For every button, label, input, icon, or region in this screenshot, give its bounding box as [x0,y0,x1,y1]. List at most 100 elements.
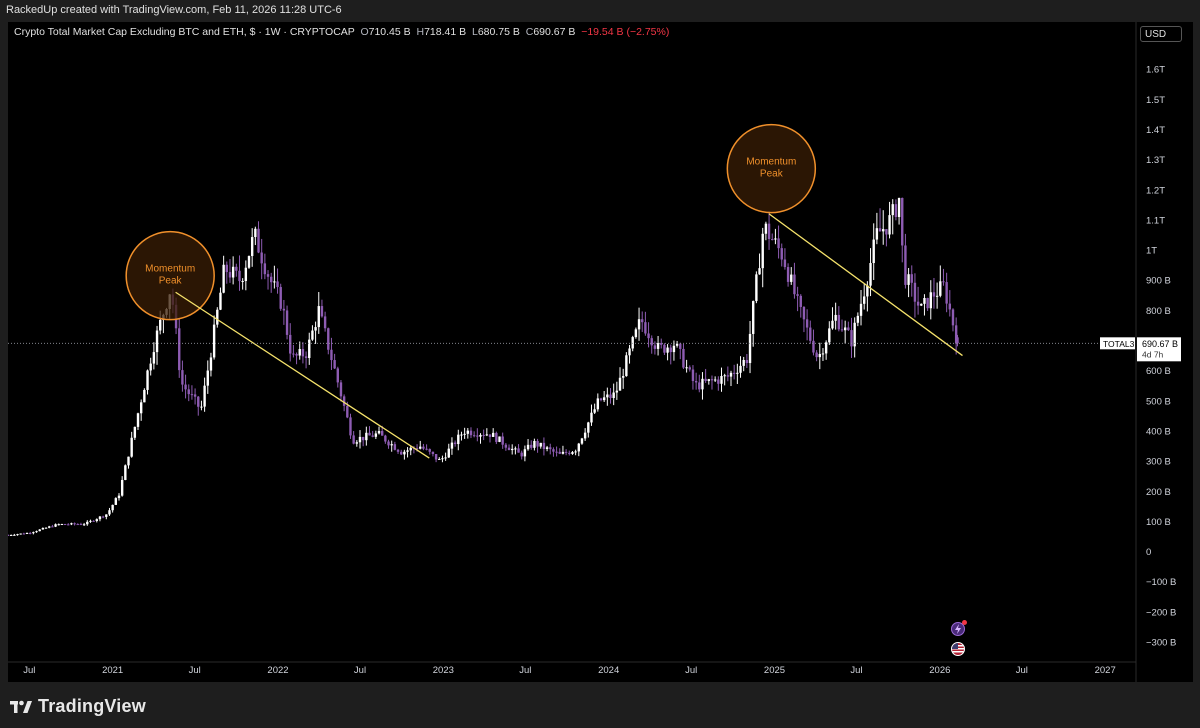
candle-267 [853,317,856,358]
candle-body [698,382,701,390]
candle-body [238,270,241,282]
candle-body [752,301,755,334]
symbol-badge-text: TOTAL3 [1103,339,1135,349]
candle-286 [913,273,917,318]
candle-body [498,436,501,442]
candle-127 [409,445,412,456]
y-tick-label: 200 B [1146,487,1171,498]
candle-78 [254,226,257,246]
candle-body [133,426,137,438]
candle-158 [507,444,511,451]
candle-body [361,436,365,441]
candle-29 [98,515,102,522]
candle-body [184,384,187,390]
candle-56 [184,374,187,399]
candle-body [89,520,92,522]
x-tick-label: Jul [685,665,697,676]
candle-218 [698,374,701,393]
candle-236 [755,271,758,304]
candle-body [425,448,428,450]
candle-269 [859,289,863,326]
candle-body [419,446,422,449]
candle-body [932,292,936,297]
candle-292 [932,277,936,309]
candle-68 [222,255,225,294]
candle-277 [885,228,888,247]
candle-297 [948,290,952,317]
candle-159 [511,444,514,455]
candle-body [956,337,959,344]
symbol-title[interactable]: Crypto Total Market Cap Excluding BTC an… [14,26,355,38]
candle-161 [517,444,520,453]
candle-body [904,245,907,285]
candle-body [590,412,593,423]
candle-31 [105,514,108,520]
candle-body [901,197,904,246]
candle-8 [32,531,35,535]
candle-174 [558,448,561,455]
candle-169 [542,437,546,456]
candle-20 [70,522,73,526]
candle-117 [377,426,381,435]
candle-body [660,343,663,345]
candle-body [101,516,105,518]
candle-body [840,329,844,331]
candle-261 [834,302,837,330]
candle-225 [720,367,723,392]
candle-70 [228,259,232,283]
candle-136 [438,457,441,460]
candle-body [897,197,901,217]
candle-21 [73,522,76,526]
candle-body [650,338,653,346]
candle-body [336,368,339,383]
candle-body [850,330,853,347]
candle-166 [533,438,536,451]
candle-body [282,308,286,311]
candle-body [552,449,555,452]
candle-195 [625,352,628,377]
candle-body [723,375,726,377]
candle-body [587,422,590,433]
candle-40 [133,426,137,440]
candle-221 [707,378,711,385]
candle-body [834,314,837,321]
candle-body [637,319,641,330]
lightning-event-icon[interactable] [951,620,967,636]
candle-body [511,448,514,451]
symbol-legend[interactable]: Crypto Total Market Cap Excluding BTC an… [14,26,669,38]
candle-body [485,434,489,436]
candle-body [815,352,818,358]
candle-75 [244,260,248,291]
candle-192 [615,381,619,400]
candle-body [568,452,571,454]
candle-body [872,239,875,264]
candle-62 [203,377,206,412]
candle-body [73,523,76,525]
candle-220 [704,368,707,383]
candle-120 [387,439,390,449]
candle-body [346,405,349,418]
candle-167 [536,438,539,453]
currency-button[interactable]: USD [1140,26,1182,42]
chart-frame[interactable]: Momentum Peak Momentum Peak 1.6T 1.5T 1.4T 1.3… [8,22,1193,682]
x-tick-label: Jul [519,665,531,676]
candle-body [127,456,130,466]
candle-224 [717,376,720,391]
us-flag-event-icon[interactable] [951,642,965,656]
candle-body [130,437,133,457]
candle-198 [634,327,638,339]
candle-body [247,256,251,268]
candle-226 [723,373,726,386]
momentum-label-1: Momentum [746,157,796,168]
trendline-2 [175,291,430,459]
candle-241 [771,233,774,241]
candle-body [862,296,866,304]
candle-258 [824,340,828,360]
candle-body [32,532,35,534]
tradingview-logo[interactable]: TradingView [10,696,146,717]
candle-71 [231,256,235,285]
candle-body [828,328,831,343]
candle-97 [314,321,317,344]
candle-body [8,534,10,536]
